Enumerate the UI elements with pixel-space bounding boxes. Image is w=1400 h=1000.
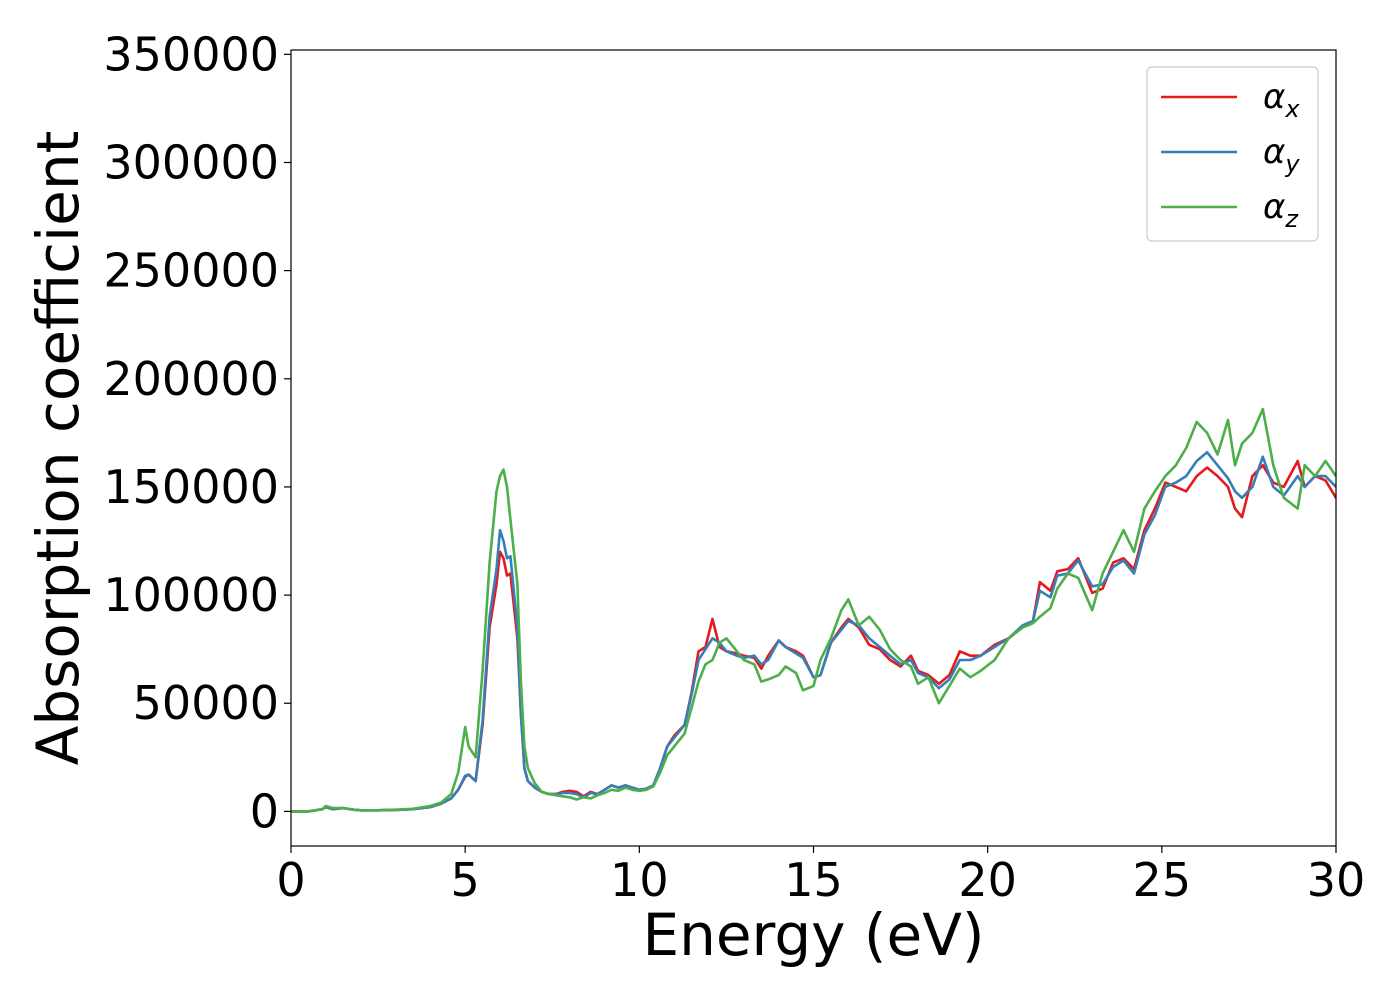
x-tick-label: 20: [958, 853, 1017, 907]
y-tick-label: 50000: [133, 676, 279, 730]
legend-label-z: αz: [1263, 187, 1299, 233]
legend-label-y: αy: [1263, 132, 1300, 178]
x-axis-title: Energy (eV): [642, 901, 984, 969]
series-line-z: [291, 407, 1336, 813]
y-tick-label: 300000: [103, 135, 279, 189]
y-tick-label: 100000: [103, 568, 279, 622]
x-tick-label: 25: [1133, 853, 1192, 907]
x-tick-label: 10: [610, 853, 669, 907]
series-layer: [291, 407, 1336, 813]
y-tick-label: 200000: [103, 352, 279, 406]
legend-box: [1146, 66, 1319, 242]
y-axis-title: Absorption coefficient: [24, 131, 92, 766]
x-tick-label: 30: [1307, 853, 1366, 907]
x-tick-label: 0: [276, 853, 305, 907]
y-tick-label: 0: [250, 784, 279, 838]
y-tick-label: 150000: [103, 460, 279, 514]
y-tick-label: 250000: [103, 244, 279, 298]
x-axis-ticks: 0 5 10 15 20 25 30: [276, 846, 1365, 907]
x-tick-label: 5: [451, 853, 480, 907]
legend-label-x: αx: [1263, 77, 1300, 123]
y-tick-label: 350000: [103, 27, 279, 81]
series-line-y: [291, 450, 1336, 813]
x-tick-label: 15: [784, 853, 843, 907]
y-axis-ticks: 0 50000 100000 150000 200000 250000 300000 3500…: [103, 27, 291, 838]
legend: αx αy αz: [1146, 66, 1319, 242]
